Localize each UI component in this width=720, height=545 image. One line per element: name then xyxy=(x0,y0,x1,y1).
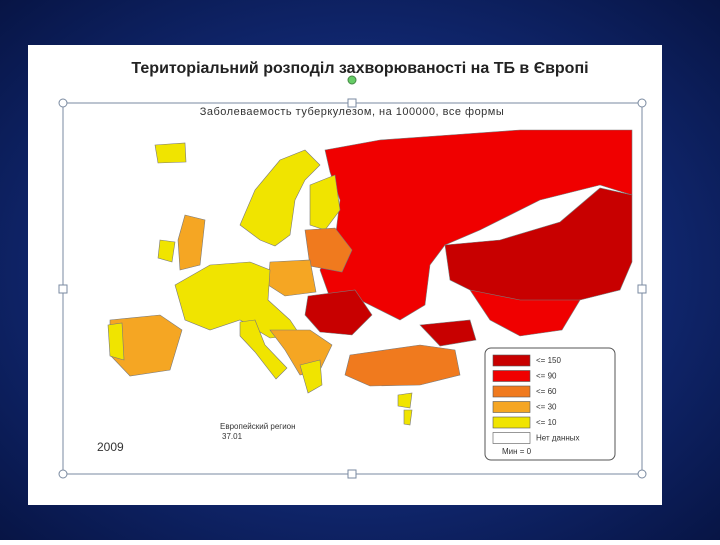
country-region xyxy=(344,344,461,387)
country-region xyxy=(304,289,373,336)
country-region xyxy=(469,289,581,337)
country-region xyxy=(239,149,321,247)
selection-handles xyxy=(58,75,647,479)
country-region xyxy=(403,409,413,426)
legend-label: <= 30 xyxy=(536,403,557,412)
handle[interactable] xyxy=(347,98,357,108)
slide-title: Територіальний розподіл захворюваності н… xyxy=(131,60,588,77)
handle[interactable] xyxy=(637,98,647,108)
legend-swatch xyxy=(492,401,531,413)
legend-label: <= 90 xyxy=(536,372,557,381)
handle[interactable] xyxy=(58,469,68,479)
handle[interactable] xyxy=(637,284,647,294)
map-subtitle: Заболеваемость туберкулезом, на 100000, … xyxy=(200,106,505,118)
country-region xyxy=(419,319,477,347)
legend: <= 150 <= 90 <= 60 <= 30 <= 10 Нет данных xyxy=(492,354,580,444)
legend-swatch xyxy=(492,416,531,429)
handle[interactable] xyxy=(347,469,357,479)
handle[interactable] xyxy=(637,469,647,479)
region-label: Европейский регион xyxy=(220,422,296,431)
country-region xyxy=(177,214,206,271)
legend-swatch xyxy=(492,370,531,382)
country-region xyxy=(154,142,187,164)
country-region xyxy=(397,392,413,409)
country-region xyxy=(107,322,125,361)
handle[interactable] xyxy=(58,98,68,108)
country-region xyxy=(299,359,323,394)
legend-swatch xyxy=(492,354,531,367)
country-region xyxy=(309,174,341,231)
country-region xyxy=(239,319,288,380)
legend-label: Нет данных xyxy=(536,434,580,443)
legend-min: Мин = 0 xyxy=(502,447,532,456)
legend-label: <= 60 xyxy=(536,387,557,396)
legend-swatch xyxy=(492,432,531,444)
country-region xyxy=(174,261,301,339)
legend-label: <= 10 xyxy=(536,418,557,427)
region-value: 37.01 xyxy=(222,432,243,441)
legend-swatch xyxy=(492,385,531,398)
country-region xyxy=(157,239,176,263)
rotate-handle[interactable] xyxy=(347,75,357,85)
map-year: 2009 xyxy=(97,440,124,454)
handle[interactable] xyxy=(58,284,68,294)
map xyxy=(107,129,633,426)
legend-label: <= 150 xyxy=(536,356,561,365)
